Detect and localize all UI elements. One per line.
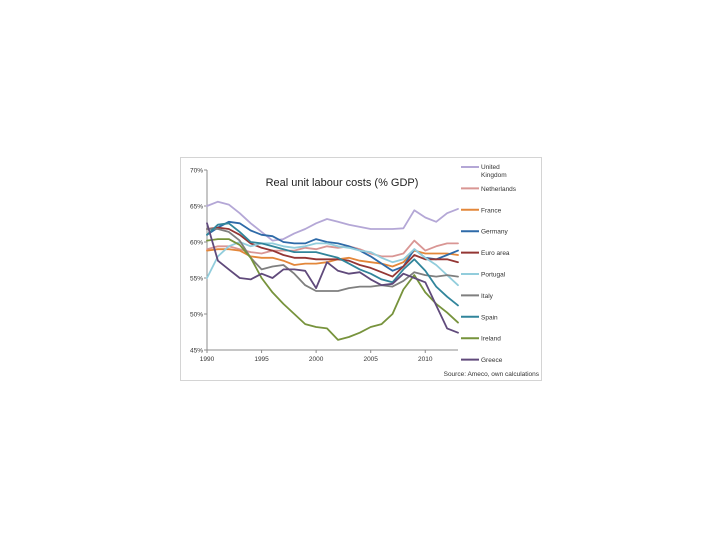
series-lines xyxy=(206,200,459,341)
x-tick-label: 2010 xyxy=(418,356,433,363)
legend-label: Italy xyxy=(481,293,494,300)
legend-label: Germany xyxy=(481,229,508,236)
y-tick-label: 60% xyxy=(190,240,203,247)
legend-label: Spain xyxy=(481,314,498,321)
legend-label: Netherlands xyxy=(481,186,517,193)
y-tick-label: 55% xyxy=(190,276,203,283)
series-line xyxy=(206,239,459,258)
legend-label: France xyxy=(481,207,502,214)
series-line xyxy=(206,222,459,334)
chart-title: Real unit labour costs (% GDP) xyxy=(266,177,419,189)
chart-frame: Real unit labour costs (% GDP) Source: A… xyxy=(180,157,542,381)
series-line xyxy=(206,241,459,287)
y-tick-label: 70% xyxy=(190,168,203,175)
legend-label: Euro area xyxy=(481,250,510,257)
source-note: Source: Ameco, own calculations xyxy=(444,371,540,378)
legend-label: Kingdom xyxy=(481,172,507,179)
y-tick-label: 65% xyxy=(190,204,203,211)
legend-label: Ireland xyxy=(481,336,501,343)
legend-label: United xyxy=(481,164,500,171)
x-tick-label: 1995 xyxy=(254,356,269,363)
series-line xyxy=(206,200,459,242)
y-tick-label: 50% xyxy=(190,312,203,319)
legend-label: Greece xyxy=(481,357,503,364)
series-line xyxy=(206,222,459,307)
y-tick-label: 45% xyxy=(190,348,203,355)
x-tick-label: 2005 xyxy=(363,356,378,363)
series-line xyxy=(206,226,459,278)
x-tick-label: 1990 xyxy=(200,356,215,363)
axes: 45% 50% 55% 60% 65% 70% 1990 1995 2000 2005 2010 xyxy=(190,168,458,363)
x-tick-label: 2000 xyxy=(309,356,324,363)
line-chart: Real unit labour costs (% GDP) Source: A… xyxy=(190,164,540,378)
legend-label: Portugal xyxy=(481,272,506,279)
